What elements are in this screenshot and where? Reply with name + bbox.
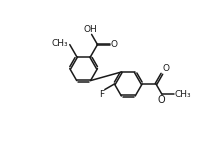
Text: CH₃: CH₃ <box>51 39 68 48</box>
Text: F: F <box>99 90 104 99</box>
Text: CH₃: CH₃ <box>174 90 191 99</box>
Text: O: O <box>111 40 118 49</box>
Text: O: O <box>158 95 165 105</box>
Text: O: O <box>162 64 169 73</box>
Text: OH: OH <box>84 25 98 34</box>
